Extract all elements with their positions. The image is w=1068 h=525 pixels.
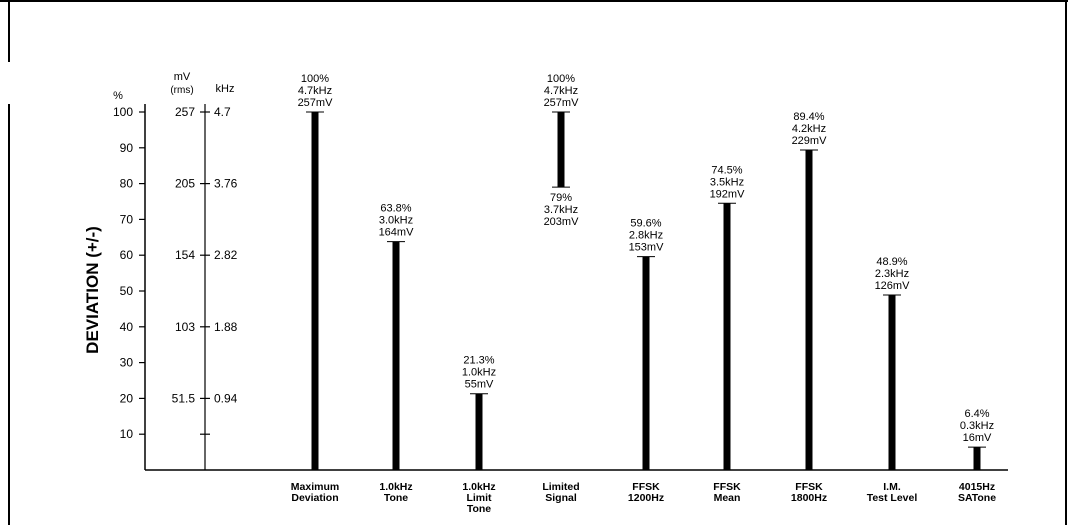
bar-value-label: 3.0kHz: [379, 215, 413, 227]
bar: [642, 256, 650, 470]
bar: [805, 149, 813, 470]
x-category-label: 1800Hz: [791, 492, 827, 504]
khz-header: kHz: [216, 83, 235, 95]
x-category-label: Limit: [466, 492, 492, 504]
x-category-label: Test Level: [867, 492, 918, 504]
mv-sub-header: (rms): [170, 85, 193, 96]
y-tick-label: 20: [120, 391, 134, 405]
bar-value-label: 3.5kHz: [710, 176, 744, 188]
mv-scale-label: 205: [175, 177, 195, 191]
bar-value-label: 89.4%: [793, 111, 824, 123]
bar-value-label: 48.9%: [876, 256, 907, 268]
x-category-label: FFSK: [713, 481, 741, 493]
mv-header: mV: [174, 71, 191, 83]
bar-value-label: 63.8%: [380, 203, 411, 215]
khz-scale-label: 0.94: [214, 391, 238, 405]
bar: [311, 112, 319, 470]
bar: [475, 393, 483, 470]
y-tick-label: 30: [120, 356, 134, 370]
bar-value-label: 4.7kHz: [544, 85, 578, 97]
x-category-label: FFSK: [795, 481, 823, 493]
chart-marks: 10 20 30 40 50 60 70 80 90 100% mV (rms) kHz 257 4.7 20…: [113, 71, 1008, 515]
bar: [392, 241, 400, 470]
x-category-label: 1.0kHz: [462, 481, 495, 493]
bar-value-label: 6.4%: [964, 408, 989, 420]
y-tick-label: 40: [120, 320, 134, 334]
bar-value-label: 257mV: [298, 97, 334, 109]
bar-value-label: 1.0kHz: [462, 367, 496, 379]
y-tick-label: 70: [120, 212, 134, 226]
bar-value-label: 229mV: [792, 135, 828, 147]
khz-scale-label: 1.88: [214, 320, 238, 334]
bar-value-label: 2.8kHz: [629, 230, 663, 242]
x-category-label: Limited: [542, 481, 579, 493]
bar-value-label: 192mV: [710, 188, 746, 200]
bar-value-label: 79%: [550, 192, 572, 204]
bar-value-label: 100%: [547, 73, 575, 85]
mv-scale-label: 103: [175, 320, 195, 334]
bar-value-label: 100%: [301, 73, 329, 85]
y-tick-label: 90: [120, 141, 134, 155]
khz-scale-label: 4.7: [214, 105, 231, 119]
khz-scale-label: 3.76: [214, 177, 238, 191]
y-tick-label: 10: [120, 427, 134, 441]
x-category-label: Tone: [384, 492, 408, 504]
bar-value-label: 21.3%: [463, 355, 494, 367]
y-tick-label: 80: [120, 177, 134, 191]
mv-scale-label: 257: [175, 105, 195, 119]
x-category-label: SATone: [958, 492, 996, 504]
mv-scale-label: 51.5: [172, 391, 196, 405]
x-category-label: Mean: [714, 492, 741, 504]
bar-value-label: 4.7kHz: [298, 85, 332, 97]
bar-value-label: 55mV: [465, 379, 494, 391]
x-category-label: 4015Hz: [959, 481, 995, 493]
percent-header: %: [113, 90, 123, 102]
bar: [557, 112, 565, 188]
y-tick-label: 50: [120, 284, 134, 298]
bar-value-label: 74.5%: [711, 164, 742, 176]
x-category-label: 1200Hz: [628, 492, 664, 504]
bar-value-label: 4.2kHz: [792, 123, 826, 135]
bar-value-label: 2.3kHz: [875, 268, 909, 280]
bar-value-label: 257mV: [544, 97, 580, 109]
x-category-label: FFSK: [632, 481, 660, 493]
bar-value-label: 3.7kHz: [544, 204, 578, 216]
y-tick-label: 100: [113, 105, 133, 119]
bar-value-label: 16mV: [963, 432, 992, 444]
x-category-label: 1.0kHz: [379, 481, 412, 493]
x-category-label: Signal: [545, 492, 577, 504]
khz-scale-label: 2.82: [214, 248, 238, 262]
y-tick-label: 60: [120, 248, 134, 262]
bar: [973, 447, 981, 470]
x-category-label: Deviation: [291, 492, 338, 504]
x-category-label: Tone: [467, 503, 491, 515]
mv-scale-label: 154: [175, 248, 195, 262]
bar-value-label: 153mV: [629, 242, 665, 254]
bar-value-label: 126mV: [875, 280, 911, 292]
bar: [723, 203, 731, 471]
bar-value-label: 0.3kHz: [960, 420, 994, 432]
bar: [888, 294, 896, 470]
x-category-label: I.M.: [883, 481, 901, 493]
bar-value-label: 164mV: [379, 227, 415, 239]
bar-value-label: 203mV: [544, 216, 580, 228]
y-axis-label: DEVIATION (+/-): [83, 226, 102, 354]
x-category-label: Maximum: [291, 481, 339, 493]
bar-value-label: 59.6%: [630, 218, 661, 230]
